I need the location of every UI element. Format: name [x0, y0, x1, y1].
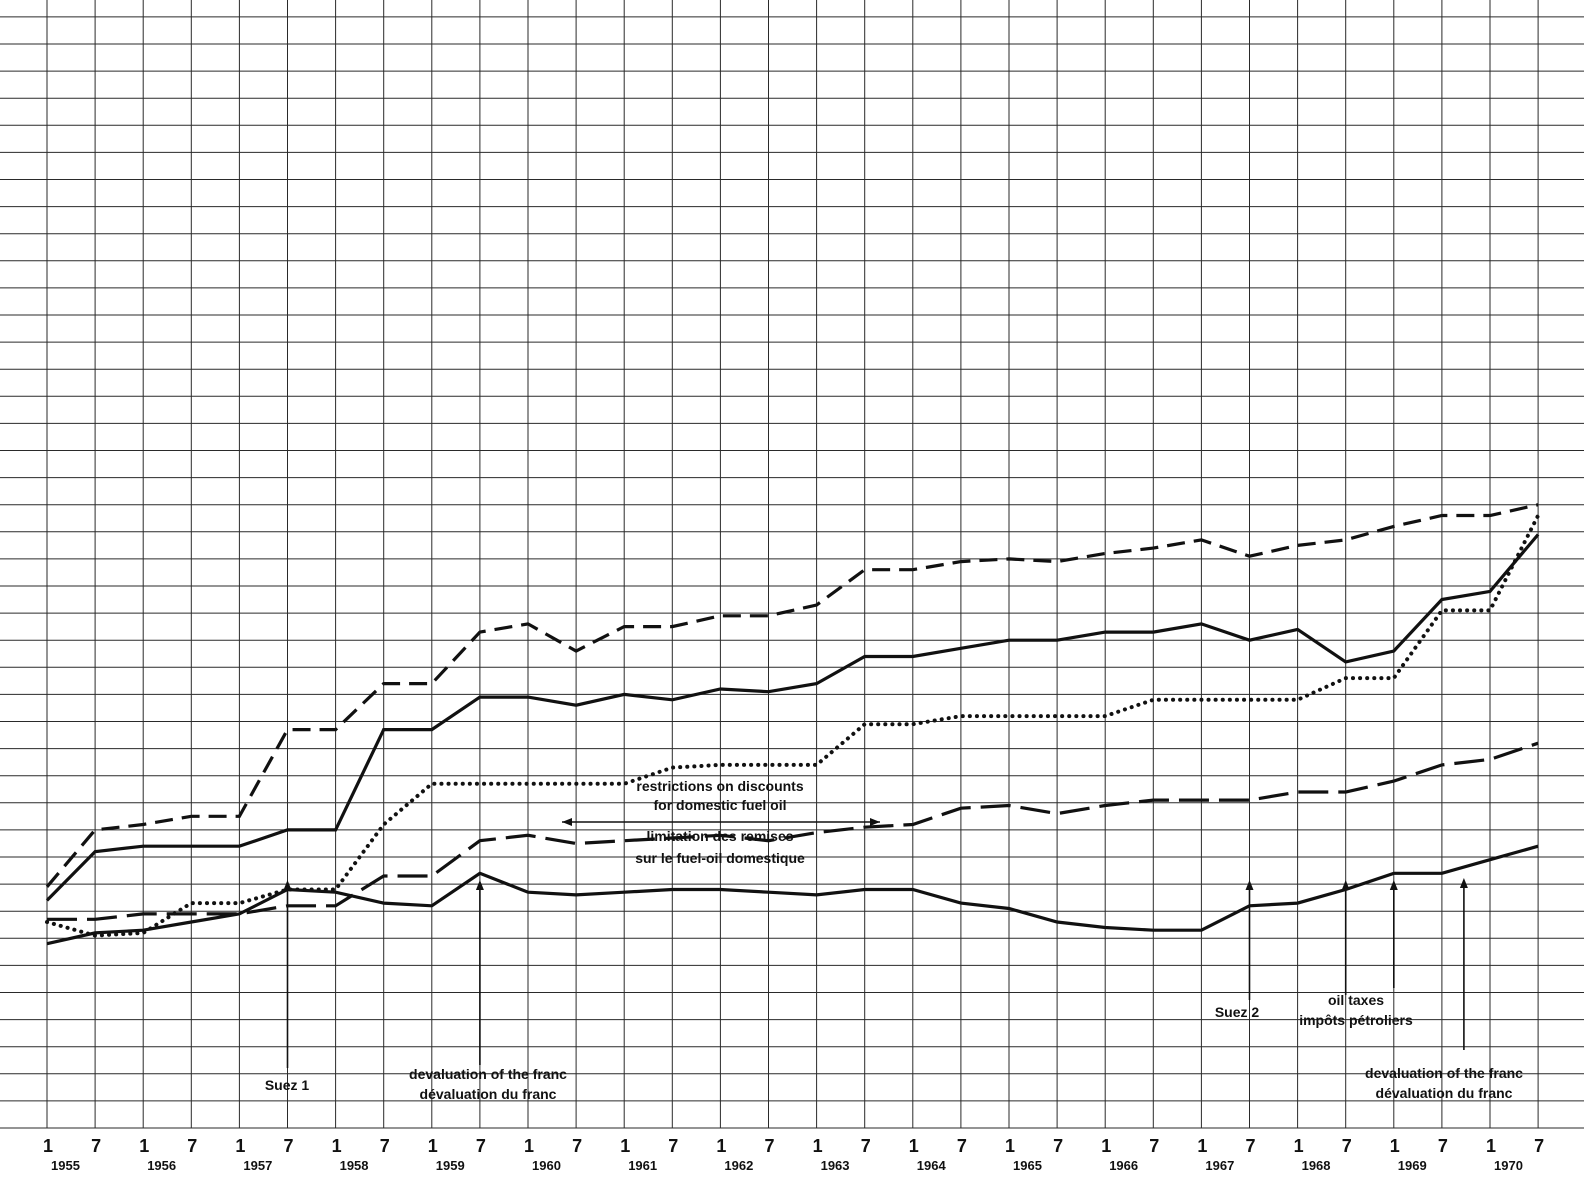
deval2-label-2: dévaluation du franc [1376, 1085, 1513, 1101]
suez2-arrowhead [1245, 880, 1254, 890]
x-tick-month-7: 7 [187, 1136, 197, 1156]
restrictions-annotation: restrictions on discounts for domestic f… [562, 778, 880, 866]
restrictions-arrow-left [562, 818, 572, 826]
x-tick-month-7: 7 [957, 1136, 967, 1156]
x-tick-year-label: 1962 [724, 1158, 753, 1173]
restrictions-label-en-1: restrictions on discounts [636, 778, 803, 794]
x-tick-month-1: 1 [524, 1136, 534, 1156]
x-tick-month-1: 1 [909, 1136, 919, 1156]
x-tick-month-1: 1 [43, 1136, 53, 1156]
deval1-arrowhead [475, 880, 484, 890]
x-tick-year-label: 1957 [243, 1158, 272, 1173]
x-tick-month-1: 1 [620, 1136, 630, 1156]
series-line-4 [47, 741, 1539, 921]
x-tick-month-7: 7 [91, 1136, 101, 1156]
restrictions-label-en-2: for domestic fuel oil [653, 797, 786, 813]
deval2-label-1: devaluation of the franc [1365, 1065, 1523, 1081]
x-tick-year-label: 1963 [821, 1158, 850, 1173]
oil-label-1: oil taxes [1328, 992, 1384, 1008]
x-tick-month-1: 1 [1390, 1136, 1400, 1156]
x-axis-ticks: 1 1955 7 1 1956 7 1 1957 7 1 1958 7 1 1959 7 1 1960 7 1 196… [43, 1136, 1544, 1173]
chart-annotations: restrictions on discounts for domestic f… [265, 778, 1523, 1102]
x-tick-month-1: 1 [139, 1136, 149, 1156]
x-tick-year-label: 1967 [1205, 1158, 1234, 1173]
x-tick-month-7: 7 [572, 1136, 582, 1156]
oil_b-arrowhead [1389, 880, 1398, 890]
x-tick-month-1: 1 [1486, 1136, 1496, 1156]
x-tick-year-label: 1965 [1013, 1158, 1042, 1173]
deval1-label-1: devaluation of the franc [409, 1066, 567, 1082]
chart-grid [0, 0, 1584, 1129]
x-tick-month-7: 7 [1534, 1136, 1544, 1156]
oil-arrowhead [1341, 880, 1350, 890]
x-tick-year-label: 1956 [147, 1158, 176, 1173]
suez1-arrowhead [283, 880, 292, 890]
event-annotations: Suez 1 devaluation of the franc dévaluatio… [265, 878, 1523, 1102]
x-tick-month-1: 1 [428, 1136, 438, 1156]
x-tick-month-7: 7 [1053, 1136, 1063, 1156]
deval2-arrowhead [1459, 878, 1468, 888]
restrictions-arrow-right [870, 818, 880, 826]
x-tick-month-7: 7 [861, 1136, 871, 1156]
restrictions-label-fr-2: sur le fuel-oil domestique [635, 850, 805, 866]
x-tick-year-label: 1961 [628, 1158, 657, 1173]
x-tick-month-7: 7 [1246, 1136, 1256, 1156]
x-tick-month-7: 7 [380, 1136, 390, 1156]
x-tick-year-label: 1968 [1302, 1158, 1331, 1173]
deval1-label-2: dévaluation du franc [420, 1086, 557, 1102]
x-tick-year-label: 1964 [917, 1158, 947, 1173]
x-tick-month-1: 1 [1005, 1136, 1015, 1156]
x-tick-month-1: 1 [1197, 1136, 1207, 1156]
x-tick-month-7: 7 [1438, 1136, 1448, 1156]
x-tick-year-label: 1959 [436, 1158, 465, 1173]
suez1-label-1: Suez 1 [265, 1077, 310, 1093]
x-tick-year-label: 1966 [1109, 1158, 1138, 1173]
x-tick-year-label: 1969 [1398, 1158, 1427, 1173]
x-tick-month-1: 1 [813, 1136, 823, 1156]
series-line-5 [46, 844, 1539, 946]
restrictions-label-fr-1: limitation des remises [646, 828, 793, 844]
x-tick-month-1: 1 [332, 1136, 342, 1156]
series-line-1 [45, 503, 1539, 888]
x-tick-month-1: 1 [1294, 1136, 1304, 1156]
x-tick-month-1: 1 [1101, 1136, 1111, 1156]
series-line-2 [45, 533, 1540, 902]
x-tick-month-1: 1 [235, 1136, 245, 1156]
x-tick-month-7: 7 [765, 1136, 775, 1156]
x-tick-month-7: 7 [284, 1136, 294, 1156]
x-tick-year-label: 1970 [1494, 1158, 1523, 1173]
oil-label-2: impôts pétroliers [1299, 1012, 1413, 1028]
suez2-label-1: Suez 2 [1215, 1004, 1260, 1020]
x-tick-month-7: 7 [1149, 1136, 1159, 1156]
x-tick-month-1: 1 [716, 1136, 726, 1156]
chart-series [45, 503, 1541, 946]
x-tick-year-label: 1958 [340, 1158, 369, 1173]
x-tick-year-label: 1955 [51, 1158, 80, 1173]
x-tick-year-label: 1960 [532, 1158, 561, 1173]
x-tick-month-7: 7 [476, 1136, 486, 1156]
series-line-3 [45, 513, 1541, 938]
x-tick-month-7: 7 [1342, 1136, 1352, 1156]
x-tick-month-7: 7 [668, 1136, 678, 1156]
